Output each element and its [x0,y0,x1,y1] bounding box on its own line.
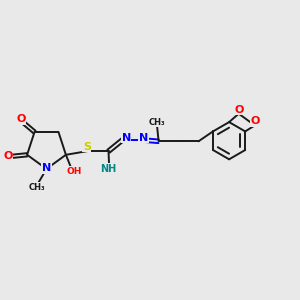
Text: O: O [234,104,243,115]
Text: N: N [42,163,51,173]
Text: CH₃: CH₃ [149,118,165,127]
Text: N: N [139,133,148,143]
Text: NH: NH [100,164,116,174]
Text: O: O [4,151,13,161]
Text: O: O [16,114,26,124]
Text: CH₃: CH₃ [28,183,45,192]
Text: O: O [250,116,260,126]
Text: OH: OH [66,167,81,176]
Text: S: S [83,142,91,152]
Text: N: N [122,133,131,143]
